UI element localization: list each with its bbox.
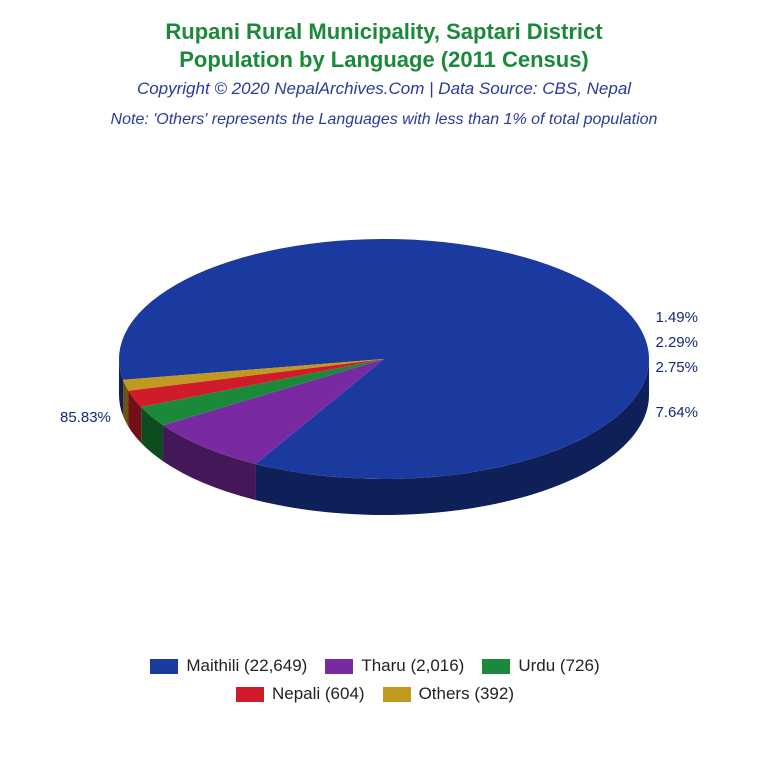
chart-subtitle: Copyright © 2020 NepalArchives.Com | Dat…	[0, 79, 768, 99]
legend-item: Maithili (22,649)	[150, 656, 307, 676]
pie-pct-label: 7.64%	[655, 404, 698, 421]
legend-swatch	[325, 659, 353, 674]
legend-label: Maithili (22,649)	[186, 656, 307, 676]
pie-pct-label: 85.83%	[60, 409, 111, 426]
legend-item: Tharu (2,016)	[325, 656, 464, 676]
legend-swatch	[383, 687, 411, 702]
legend-label: Urdu (726)	[518, 656, 599, 676]
chart-note: Note: 'Others' represents the Languages …	[0, 111, 768, 129]
pie-chart-svg	[84, 179, 684, 559]
legend-label: Tharu (2,016)	[361, 656, 464, 676]
chart-container: Rupani Rural Municipality, Saptari Distr…	[0, 0, 768, 768]
legend-swatch	[482, 659, 510, 674]
legend-label: Nepali (604)	[272, 684, 365, 704]
legend-item: Nepali (604)	[236, 684, 365, 704]
title-line1: Rupani Rural Municipality, Saptari Distr…	[165, 19, 602, 44]
pie-chart-area: 85.83% 7.64% 2.75% 2.29% 1.49%	[0, 149, 768, 589]
pie-pct-label: 2.75%	[655, 359, 698, 376]
title-line2: Population by Language (2011 Census)	[179, 47, 589, 72]
chart-title: Rupani Rural Municipality, Saptari Distr…	[0, 0, 768, 73]
legend-swatch	[236, 687, 264, 702]
pie-pct-label: 1.49%	[655, 309, 698, 326]
pie-pct-label: 2.29%	[655, 334, 698, 351]
legend-label: Others (392)	[419, 684, 514, 704]
legend: Maithili (22,649) Tharu (2,016) Urdu (726)…	[0, 652, 768, 708]
legend-item: Others (392)	[383, 684, 514, 704]
legend-item: Urdu (726)	[482, 656, 599, 676]
legend-swatch	[150, 659, 178, 674]
